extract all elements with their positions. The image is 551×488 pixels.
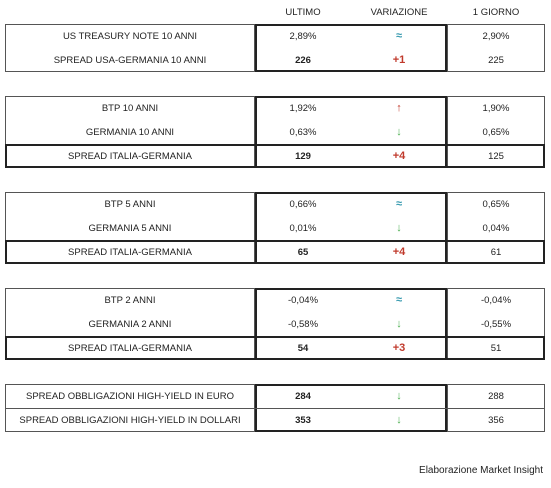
highlight-row-box xyxy=(5,144,545,168)
variation: +4 xyxy=(392,150,406,162)
group-main-box xyxy=(255,24,447,72)
last-value: 0,66% xyxy=(289,198,317,210)
last-value: 353 xyxy=(295,414,311,426)
previous-value: 356 xyxy=(488,414,504,426)
last-value: -0,58% xyxy=(287,318,319,330)
previous-value: -0,55% xyxy=(480,318,512,330)
previous-value: -0,04% xyxy=(480,294,512,306)
variation: +4 xyxy=(392,246,406,258)
row-label: SPREAD ITALIA-GERMANIA xyxy=(68,246,192,258)
variation: ↓ xyxy=(396,318,402,330)
row-label: BTP 10 ANNI xyxy=(101,102,159,114)
row-label: SPREAD ITALIA-GERMANIA xyxy=(68,150,192,162)
previous-value: 1,90% xyxy=(482,102,510,114)
last-value: 129 xyxy=(295,150,311,162)
last-value: 1,92% xyxy=(289,102,317,114)
row-label: US TREASURY NOTE 10 ANNI xyxy=(62,30,198,42)
previous-value: 0,04% xyxy=(482,222,510,234)
previous-value: 0,65% xyxy=(482,126,510,138)
variation: ≈ xyxy=(395,294,403,306)
last-value: 0,01% xyxy=(289,222,317,234)
highlight-row-box xyxy=(5,336,545,360)
highlight-row-box xyxy=(5,240,545,264)
column-header: ULTIMO xyxy=(285,6,321,18)
variation: ≈ xyxy=(395,30,403,42)
last-value: 0,63% xyxy=(289,126,317,138)
column-header: 1 GIORNO xyxy=(472,6,520,18)
row-label: BTP 5 ANNI xyxy=(104,198,156,210)
variation: +1 xyxy=(392,54,406,66)
variation: ↓ xyxy=(396,126,402,138)
previous-value: 2,90% xyxy=(482,30,510,42)
row-label: GERMANIA 2 ANNI xyxy=(88,318,172,330)
previous-value: 288 xyxy=(488,390,504,402)
last-value: 284 xyxy=(295,390,311,402)
variation: +3 xyxy=(392,342,406,354)
column-header: VARIAZIONE xyxy=(370,6,428,18)
group-label-box xyxy=(5,24,255,72)
footer: Elaborazione Market Insight xyxy=(419,465,543,476)
variation: ↓ xyxy=(396,222,402,234)
row-label: GERMANIA 10 ANNI xyxy=(85,126,175,138)
variation: ↓ xyxy=(396,414,402,426)
last-value: -0,04% xyxy=(287,294,319,306)
row-label: SPREAD OBBLIGAZIONI HIGH-YIELD IN DOLLAR… xyxy=(19,414,241,426)
group-value-box xyxy=(447,24,545,72)
row-label: SPREAD ITALIA-GERMANIA xyxy=(68,342,192,354)
previous-value: 225 xyxy=(488,54,504,66)
variation: ↓ xyxy=(396,390,402,402)
row-separator xyxy=(5,408,545,409)
previous-value: 125 xyxy=(488,150,504,162)
last-value: 54 xyxy=(297,342,309,354)
previous-value: 51 xyxy=(490,342,502,354)
row-label: BTP 2 ANNI xyxy=(104,294,156,306)
variation: ≈ xyxy=(395,198,403,210)
last-value: 65 xyxy=(297,246,309,258)
variation: ↑ xyxy=(396,102,402,114)
row-label: SPREAD OBBLIGAZIONI HIGH-YIELD IN EURO xyxy=(26,390,234,402)
row-label: GERMANIA 5 ANNI xyxy=(88,222,172,234)
previous-value: 61 xyxy=(490,246,502,258)
last-value: 2,89% xyxy=(289,30,317,42)
previous-value: 0,65% xyxy=(482,198,510,210)
row-label: SPREAD USA-GERMANIA 10 ANNI xyxy=(53,54,207,66)
last-value: 226 xyxy=(295,54,311,66)
